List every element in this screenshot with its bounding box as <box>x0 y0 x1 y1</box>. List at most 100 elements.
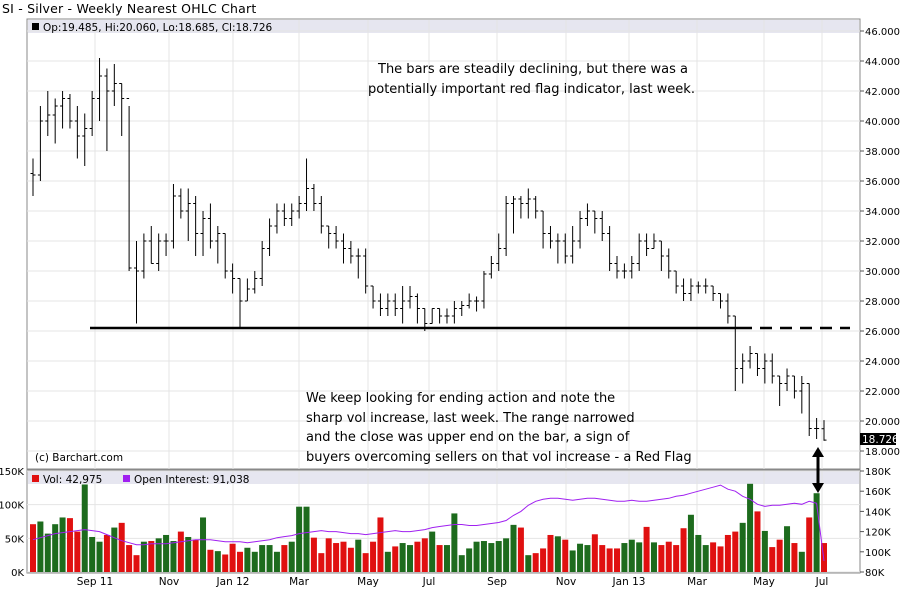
volume-bar <box>754 511 761 572</box>
volume-bar <box>621 543 628 572</box>
ohlc-bar <box>363 248 369 294</box>
legend-swatch-oi <box>123 475 130 482</box>
volume-bar <box>236 551 243 572</box>
chart-title: SI - Silver - Weekly Nearest OHLC Chart <box>2 1 257 16</box>
legend-swatch-ohlc <box>32 23 39 30</box>
volume-bar <box>606 548 613 572</box>
ohlc-bar <box>244 278 250 302</box>
volume-bar <box>702 545 709 572</box>
ohlc-bar <box>104 68 110 151</box>
volume-bar <box>710 542 717 572</box>
volume-bar <box>200 517 207 572</box>
top-annotation: The bars are steadily declining, but the… <box>368 60 695 99</box>
x-tick-label: Sep <box>487 576 507 588</box>
volume-bar <box>281 545 288 572</box>
volume-bar <box>355 539 362 572</box>
ohlc-bar <box>673 270 679 294</box>
ohlc-bar <box>533 196 539 219</box>
ohlc-bar <box>769 353 775 384</box>
oi-tick-label: 100K <box>865 548 891 559</box>
ohlc-bar <box>89 91 95 136</box>
ohlc-bar <box>370 285 376 309</box>
volume-bar <box>118 522 125 572</box>
ohlc-bar <box>444 308 450 324</box>
ohlc-bar <box>60 91 66 129</box>
ohlc-bar <box>621 263 627 279</box>
volume-bar <box>59 517 66 572</box>
oi-tick-label: 80K <box>865 568 885 579</box>
ohlc-bar <box>496 233 502 271</box>
open-interest-readout: Open Interest: 91,038 <box>134 474 249 486</box>
ohlc-bar <box>562 233 568 264</box>
ohlc-bar <box>688 278 694 301</box>
ohlc-bar <box>540 210 546 249</box>
ohlc-readout: Op:19.485, Hi:20.060, Lo:18.685, Cl:18.7… <box>43 22 273 34</box>
volume-bar <box>769 547 776 572</box>
volume-bar <box>643 526 650 572</box>
ohlc-bar <box>644 233 650 256</box>
volume-bar <box>525 555 532 572</box>
volume-bar <box>126 545 133 572</box>
ohlc-bar <box>607 226 613 271</box>
volume-bar <box>288 541 295 572</box>
volume-bar <box>614 548 621 572</box>
ohlc-bar <box>725 293 731 324</box>
volume-bar <box>207 549 214 572</box>
open-interest-line <box>32 484 825 561</box>
x-tick-label: Sep 11 <box>77 576 114 588</box>
ohlc-bar <box>614 256 620 279</box>
ohlc-bar <box>695 281 701 294</box>
ohlc-bar <box>636 233 642 271</box>
volume-bar <box>192 539 199 572</box>
top-annotation-line-1: The bars are steadily declining, but the… <box>378 62 689 77</box>
ohlc-bar <box>119 83 125 136</box>
volume-bar <box>650 542 657 572</box>
ohlc-bar <box>740 353 746 384</box>
ohlc-bar <box>570 226 576 264</box>
ohlc-bar <box>710 285 716 301</box>
ohlc-bar <box>45 91 51 136</box>
volume-bar <box>66 518 73 572</box>
ohlc-bar <box>74 106 80 159</box>
volume-bar <box>392 546 399 572</box>
ohlc-bar <box>126 98 132 271</box>
bottom-annotation-line-2: sharp vol increase, last week. The range… <box>306 410 635 426</box>
volume-bar <box>407 545 414 572</box>
volume-bar <box>185 536 192 572</box>
ohlc-bar <box>584 203 590 226</box>
ohlc-bar <box>555 233 561 264</box>
volume-bar <box>443 545 450 572</box>
ohlc-bar <box>207 203 213 249</box>
volume-bar <box>30 524 36 572</box>
ohlc-bar <box>474 296 480 312</box>
ohlc-bar <box>97 58 103 121</box>
ohlc-bar <box>451 301 457 324</box>
ohlc-bar <box>267 218 273 256</box>
volume-bar <box>577 543 584 572</box>
volume-bar <box>466 548 473 572</box>
volume-bar <box>540 548 547 572</box>
ohlc-bar <box>791 375 797 399</box>
volume-bar <box>370 541 377 572</box>
ohlc-bar <box>481 271 487 309</box>
volume-bar <box>333 543 340 572</box>
volume-bar <box>473 541 480 572</box>
volume-bar <box>436 545 443 572</box>
ohlc-bar <box>111 64 117 106</box>
price-tick-label: 22.000 <box>865 387 900 398</box>
volume-tick-label: 50K <box>5 534 25 545</box>
volume-bar <box>488 543 495 572</box>
oi-tick-label: 180K <box>865 467 891 478</box>
ohlc-bar <box>82 113 88 166</box>
volume-bar <box>163 534 170 572</box>
ohlc-bar <box>814 418 820 439</box>
volume-bar <box>103 534 110 572</box>
volume-bar <box>74 531 81 572</box>
volume-bar <box>510 524 517 572</box>
ohlc-bar <box>666 248 672 279</box>
open-interest-axis: 180K 160K 140K 120K 100K 80K <box>860 467 891 579</box>
ohlc-bar <box>52 98 58 144</box>
volume-tick-label: 100K <box>0 501 24 512</box>
ohlc-bar <box>340 233 346 264</box>
volume-bar <box>791 543 798 572</box>
